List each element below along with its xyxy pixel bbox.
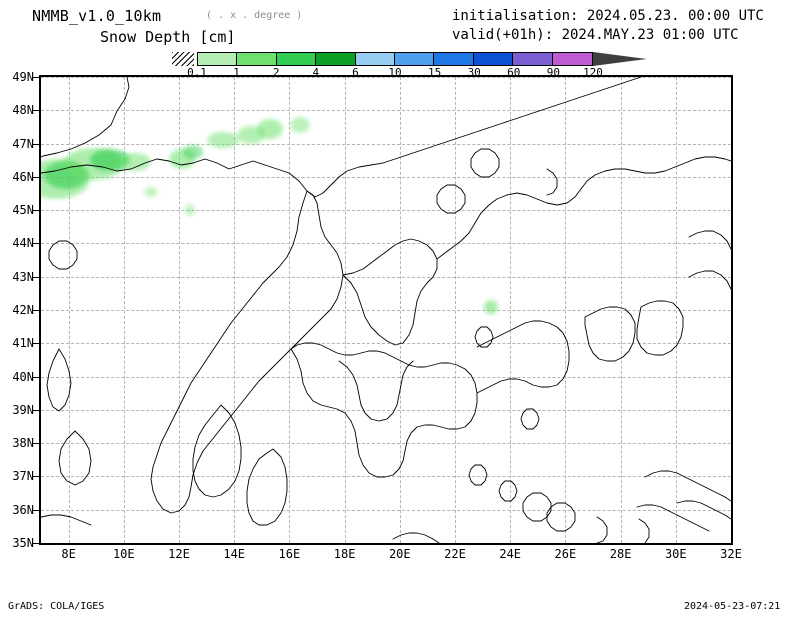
y-tick-mark: [33, 77, 39, 78]
gridline-horizontal: [41, 77, 731, 78]
y-tick-35N: 35N: [12, 536, 34, 550]
gridline-vertical: [731, 77, 732, 543]
gridline-horizontal: [41, 310, 731, 311]
legend-hatch-swatch: [172, 52, 194, 66]
y-tick-46N: 46N: [12, 169, 34, 184]
gridline-horizontal: [41, 176, 731, 178]
y-tick-43N: 43N: [12, 269, 34, 284]
snow-patch: [290, 117, 311, 134]
y-tick-45N: 45N: [12, 203, 34, 218]
model-title: NMMB_v1.0_10km: [32, 7, 162, 25]
legend-color-bar: [197, 52, 593, 66]
snow-patch: [144, 186, 159, 197]
y-tick-mark: [33, 443, 39, 445]
y-tick-36N: 36N: [12, 502, 34, 517]
legend-segment-0: [198, 53, 238, 65]
gridline-horizontal: [41, 543, 731, 544]
y-tick-42N: 42N: [12, 303, 34, 317]
legend-label-4: 4: [312, 66, 320, 79]
legend-segment-7: [473, 53, 514, 65]
y-tick-48N: 48N: [12, 103, 34, 118]
legend-label-2: 2: [272, 66, 280, 79]
x-tick-30E: 30E: [664, 547, 687, 561]
y-tick-mark: [33, 543, 39, 544]
legend-segment-9: [552, 53, 593, 65]
legend-segment-4: [355, 53, 396, 65]
y-tick-mark: [33, 143, 39, 145]
gridline-horizontal: [41, 343, 731, 345]
gridline-horizontal: [41, 409, 731, 411]
y-tick-47N: 47N: [12, 136, 34, 151]
gridline-horizontal: [41, 376, 731, 378]
model-resolution-subtitle: ( . x . degree ): [206, 10, 303, 21]
y-tick-40N: 40N: [12, 369, 34, 384]
y-tick-mark: [33, 310, 39, 311]
legend-segment-5: [395, 53, 435, 65]
footer-credit: GrADS: COLA/IGES: [8, 601, 105, 612]
x-tick-24E: 24E: [499, 547, 522, 561]
y-tick-41N: 41N: [12, 336, 34, 351]
snow-patch: [207, 132, 240, 149]
x-tick-14E: 14E: [223, 547, 246, 561]
gridline-horizontal: [41, 509, 731, 511]
snow-patch: [483, 299, 498, 314]
y-tick-mark: [33, 176, 39, 178]
y-tick-mark: [33, 409, 39, 411]
y-tick-mark: [33, 509, 39, 511]
gridline-horizontal: [41, 143, 731, 145]
y-tick-mark: [33, 376, 39, 378]
x-tick-12E: 12E: [168, 547, 190, 561]
snow-patch: [257, 118, 284, 139]
x-tick-16E: 16E: [278, 547, 301, 561]
x-tick-10E: 10E: [112, 547, 135, 561]
snow-patch: [182, 144, 203, 159]
legend-segment-6: [434, 53, 474, 65]
gridline-horizontal: [41, 276, 731, 278]
gridline-horizontal: [41, 210, 731, 212]
y-tick-mark: [33, 110, 39, 112]
snow-patch: [118, 152, 151, 171]
x-tick-8E: 8E: [61, 547, 76, 561]
y-tick-49N: 49N: [12, 70, 34, 84]
legend-segment-1: [237, 53, 277, 65]
y-tick-44N: 44N: [12, 236, 34, 251]
footer-timestamp: 2024-05-23-07:21: [684, 601, 781, 612]
y-tick-39N: 39N: [12, 402, 34, 417]
coastline-map: [41, 77, 731, 543]
gridline-horizontal: [41, 443, 731, 445]
field-title: Snow Depth [cm]: [100, 28, 236, 46]
gridline-horizontal: [41, 110, 731, 112]
x-tick-20E: 20E: [388, 547, 411, 561]
y-tick-38N: 38N: [12, 436, 34, 451]
x-tick-18E: 18E: [333, 547, 356, 561]
x-tick-32E: 32E: [720, 547, 742, 561]
legend-segment-2: [276, 53, 317, 65]
y-tick-mark: [33, 343, 39, 345]
y-tick-mark: [33, 210, 39, 212]
gridline-horizontal: [41, 243, 731, 245]
legend-overflow-arrow-icon: [593, 52, 647, 66]
legend-label-6: 6: [352, 66, 359, 79]
y-tick-37N: 37N: [12, 469, 34, 484]
y-tick-mark: [33, 243, 39, 245]
legend-label-1: 1: [233, 66, 240, 79]
legend-segment-3: [316, 53, 356, 65]
legend-segment-8: [513, 53, 553, 65]
x-tick-22E: 22E: [444, 547, 466, 561]
initialisation-time: initialisation: 2024.05.23. 00:00 UTC: [452, 8, 764, 24]
x-tick-28E: 28E: [609, 547, 632, 561]
snow-patch: [185, 204, 196, 217]
y-tick-mark: [33, 476, 39, 478]
y-tick-mark: [33, 276, 39, 278]
valid-time: valid(+01h): 2024.MAY.23 01:00 UTC: [452, 27, 739, 43]
map-plot-area[interactable]: [39, 75, 733, 545]
color-legend: 0.1 1 2 4 6 10 15 30 60 90 120: [172, 50, 647, 80]
x-tick-26E: 26E: [554, 547, 577, 561]
